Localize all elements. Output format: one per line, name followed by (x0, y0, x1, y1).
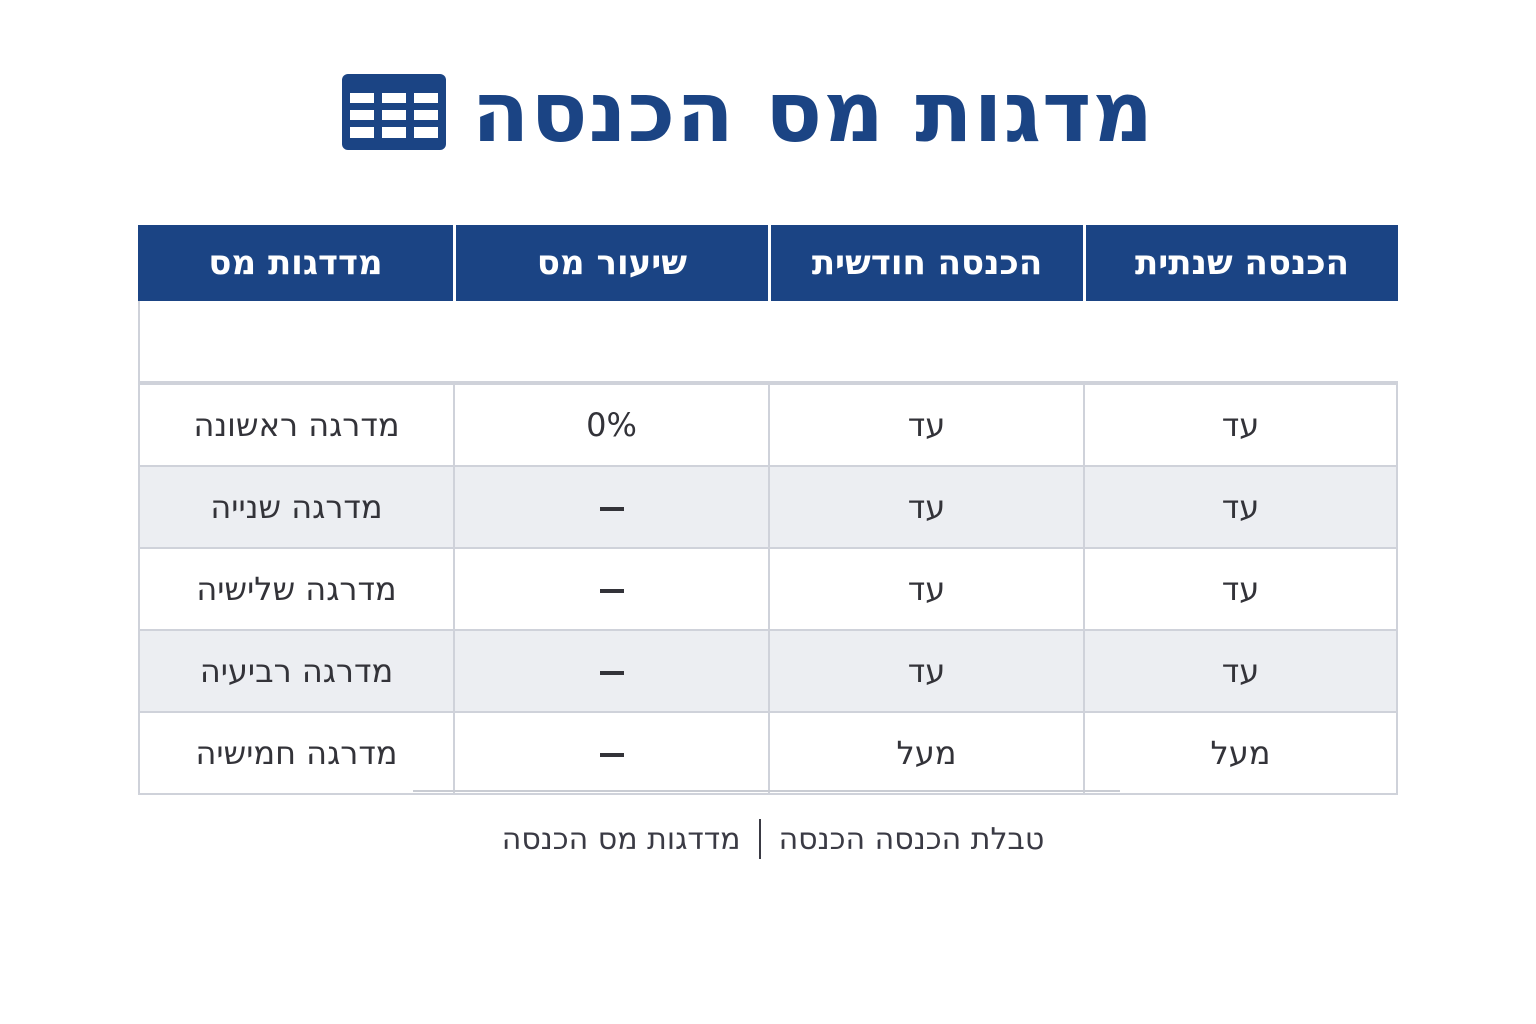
cell-rate: – (453, 467, 768, 549)
tax-brackets-table: הכנסה שנתית הכנסה חודשית שיעור מס מדדגות… (138, 225, 1398, 795)
cell-rate: – (453, 713, 768, 795)
footer: טבלת הכנסה הכנסה מדדגות מס הכנסה (0, 815, 1536, 863)
footer-right-text: מדדגות מס הכנסה (501, 821, 741, 857)
table-icon (341, 74, 446, 150)
cell-bracket: מדרגה שנייה (138, 467, 453, 549)
page-title: מדגות מס הכנסה (471, 63, 1155, 161)
table-row: עד עד 0% מדרגה ראשונה (138, 383, 1398, 467)
cell-bracket: מדרגה חמישיה (138, 713, 453, 795)
dash-mark: – (599, 507, 624, 511)
table-row: מעל מעל – מדרגה חמישיה (138, 713, 1398, 795)
cell-annual: עד (1083, 383, 1398, 467)
cell-bracket: מדרגה ראשונה (138, 383, 453, 467)
cell-monthly: עד (768, 467, 1083, 549)
cell-monthly: עד (768, 383, 1083, 467)
title-bar: מדגות מס הכנסה (0, 62, 1536, 162)
dash-mark: – (599, 589, 624, 593)
header-annual-income: הכנסה שנתית (1083, 225, 1398, 301)
header-tax-rate: שיעור מס (453, 225, 768, 301)
table-row: עד עד – מדרגה שלישיה (138, 549, 1398, 631)
cell-bracket: מדרגה שלישיה (138, 549, 453, 631)
cell-annual: עד (1083, 631, 1398, 713)
cell-rate: – (453, 631, 768, 713)
cell-monthly: עד (768, 631, 1083, 713)
cell-bracket: מדרגה רביעיה (138, 631, 453, 713)
footer-separator (758, 819, 761, 859)
cell-monthly: עד (768, 549, 1083, 631)
header-tax-bracket: מדדגות מס (138, 225, 453, 301)
cell-rate: – (453, 549, 768, 631)
cell-annual: מעל (1083, 713, 1398, 795)
header-monthly-income: הכנסה חודשית (768, 225, 1083, 301)
table-header-row: הכנסה שנתית הכנסה חודשית שיעור מס מדדגות… (138, 225, 1398, 301)
table-row: עד עד – מדרגה רביעיה (138, 631, 1398, 713)
dash-mark: – (599, 753, 624, 757)
cell-rate: 0% (453, 383, 768, 467)
cell-annual: עד (1083, 549, 1398, 631)
table-row: עד עד – מדרגה שנייה (138, 467, 1398, 549)
cell-annual: עד (1083, 467, 1398, 549)
dash-mark: – (599, 671, 624, 675)
footer-caption: טבלת הכנסה הכנסה מדדגות מס הכנסה (501, 819, 1045, 859)
title-group: מדגות מס הכנסה (341, 62, 1155, 162)
cell-monthly: מעל (768, 713, 1083, 795)
footer-left-text: טבלת הכנסה הכנסה (778, 821, 1045, 857)
footer-divider (413, 790, 1120, 792)
